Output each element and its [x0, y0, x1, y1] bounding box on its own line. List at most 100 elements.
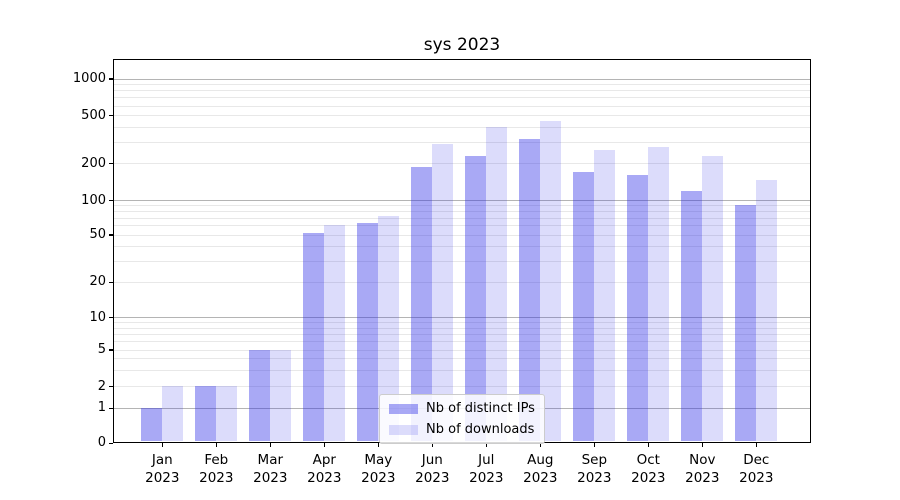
minor-gridline	[114, 90, 810, 92]
minor-gridline	[114, 349, 810, 351]
x-tick-label: Sep 2023	[564, 451, 624, 487]
bar-downloads	[431, 143, 453, 442]
x-tick-month: Feb	[204, 452, 229, 468]
x-tick-month: Jan	[151, 452, 173, 468]
bar-distinct-ips	[194, 386, 216, 442]
bar-downloads	[485, 126, 507, 442]
x-tick-mark	[539, 443, 541, 448]
y-tick-mark	[109, 407, 113, 409]
minor-gridline	[114, 386, 810, 388]
bar-distinct-ips	[464, 155, 486, 442]
minor-gridline	[114, 163, 810, 165]
x-tick-mark	[485, 443, 487, 448]
y-tick-mark	[109, 281, 113, 283]
distinct-ips-swatch-icon	[389, 403, 418, 414]
x-tick-year: 2023	[199, 470, 234, 486]
x-tick-month: May	[364, 452, 393, 468]
x-tick-year: 2023	[631, 470, 666, 486]
y-tick-mark	[109, 317, 113, 319]
bar-distinct-ips	[680, 191, 702, 442]
x-tick-mark	[269, 443, 271, 448]
chart-title: sys 2023	[423, 35, 501, 55]
x-tick-month: Nov	[689, 452, 716, 468]
x-tick-label: Nov 2023	[672, 451, 732, 487]
x-tick-label: Oct 2023	[618, 451, 678, 487]
minor-gridline	[114, 281, 810, 283]
y-tick-label: 20	[89, 274, 106, 290]
x-tick-month: Jul	[478, 452, 495, 468]
x-tick-year: 2023	[361, 470, 396, 486]
y-tick-mark	[109, 349, 113, 351]
y-tick-label: 10	[89, 309, 106, 325]
minor-gridline	[114, 341, 810, 342]
x-tick-mark	[431, 443, 433, 448]
x-tick-year: 2023	[523, 470, 558, 486]
bar-downloads	[215, 386, 237, 442]
x-tick-label: Jan 2023	[132, 451, 192, 487]
bar-downloads	[269, 349, 291, 442]
y-tick-label: 200	[81, 155, 106, 171]
x-tick-mark	[593, 443, 595, 448]
x-tick-label: Aug 2023	[510, 451, 570, 487]
bar-downloads	[755, 180, 777, 442]
x-tick-mark	[647, 443, 649, 448]
legend-item-distinct-ips: Nb of distinct IPs	[389, 401, 535, 416]
minor-gridline	[114, 322, 810, 324]
y-tick-mark	[109, 115, 113, 117]
x-tick-year: 2023	[469, 470, 504, 486]
bar-downloads	[701, 155, 723, 442]
bar-downloads	[593, 150, 615, 442]
y-tick-label: 100	[81, 192, 106, 208]
minor-gridline	[114, 105, 810, 107]
bar-distinct-ips	[302, 232, 324, 442]
x-tick-mark	[377, 443, 379, 448]
y-tick-label: 5	[97, 342, 106, 357]
x-tick-mark	[215, 443, 217, 448]
minor-gridline	[114, 205, 810, 207]
minor-gridline	[114, 84, 810, 86]
minor-gridline	[114, 217, 810, 219]
x-tick-mark	[701, 443, 703, 448]
x-tick-mark	[755, 443, 757, 448]
minor-gridline	[114, 115, 810, 117]
y-tick-mark	[109, 234, 113, 236]
bar-downloads	[377, 215, 399, 442]
x-tick-year: 2023	[577, 470, 612, 486]
x-tick-year: 2023	[739, 470, 774, 486]
minor-gridline	[114, 211, 810, 213]
x-tick-label: Jul 2023	[456, 451, 516, 487]
y-tick-mark	[109, 78, 113, 80]
downloads-swatch-icon	[389, 424, 418, 435]
minor-gridline	[114, 97, 810, 99]
x-tick-month: Mar	[257, 452, 284, 468]
minor-gridline	[114, 126, 810, 128]
x-tick-month: Jun	[421, 452, 443, 468]
x-tick-label: May 2023	[348, 451, 408, 487]
bar-distinct-ips	[356, 223, 378, 442]
x-tick-month: Sep	[581, 452, 608, 468]
x-tick-month: Apr	[312, 452, 336, 468]
bar-distinct-ips	[410, 167, 432, 442]
major-gridline	[114, 317, 810, 319]
y-tick-label: 1	[97, 400, 106, 416]
legend-label-downloads: Nb of downloads	[426, 422, 535, 437]
x-tick-mark	[161, 443, 163, 448]
x-tick-month: Oct	[636, 452, 660, 468]
bar-distinct-ips	[734, 205, 756, 442]
bar-downloads	[161, 386, 183, 442]
minor-gridline	[114, 141, 810, 143]
y-tick-label: 1000	[72, 71, 106, 86]
x-tick-month: Aug	[527, 452, 554, 468]
bar-distinct-ips	[248, 349, 270, 442]
major-gridline	[114, 78, 810, 80]
y-tick-mark	[109, 163, 113, 165]
minor-gridline	[114, 369, 810, 371]
major-gridline	[114, 200, 810, 202]
y-tick-mark	[109, 200, 113, 202]
x-tick-label: Dec 2023	[726, 451, 786, 487]
x-tick-label: Apr 2023	[294, 451, 354, 487]
bar-distinct-ips	[572, 171, 594, 442]
y-tick-label: 2	[97, 378, 106, 394]
x-tick-label: Mar 2023	[240, 451, 300, 487]
